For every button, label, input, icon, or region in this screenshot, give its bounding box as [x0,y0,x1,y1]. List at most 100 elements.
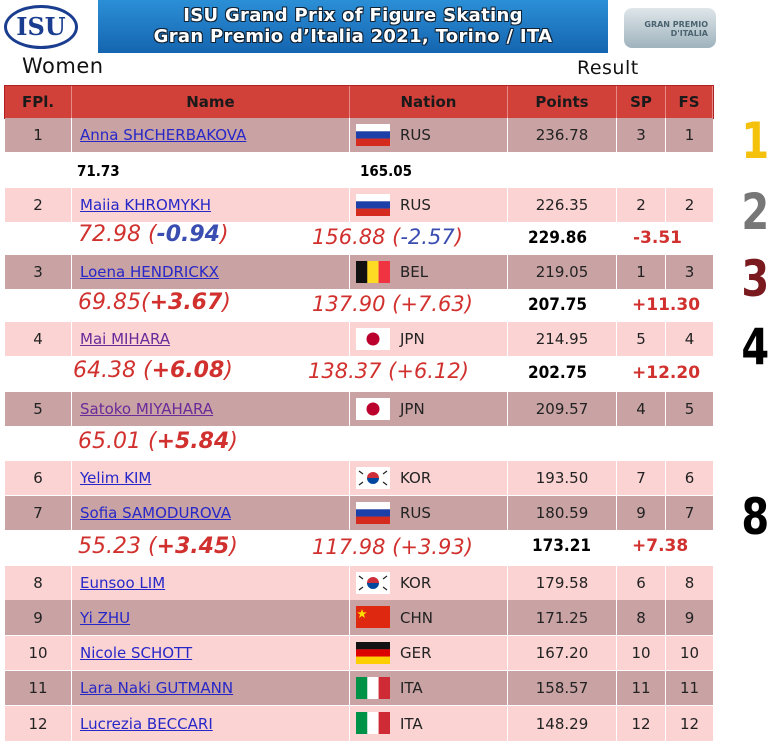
total: 229.86 [528,228,588,248]
sp-diff: +3.45 [156,534,230,559]
skater-link[interactable]: Nicole SCHOTT [80,644,193,662]
rank: 11 [5,671,72,705]
column-header: Points [508,86,617,118]
fs-score: 165.05 [360,162,413,180]
annotation: 72.98 (-0.94) 156.88 (-2.57) 229.86 -3.5… [5,222,713,255]
skater-link[interactable]: Anna SHCHERBAKOVA [80,126,247,144]
name-cell: Lara Naki GUTMANN [72,671,350,705]
skater-link[interactable]: Yi ZHU [80,608,131,627]
points: 214.95 [508,322,617,356]
sp-score: 55.23 (+3.45) [78,534,238,559]
nation: GER [400,644,432,662]
total: 207.75 [528,295,588,315]
result-row: 2 Maiia KHROMYKH RUS 226.35 2 2 [5,188,713,223]
skater-link[interactable]: Lara Naki GUTMANN [80,679,234,697]
name-cell: Eunsoo LIM [72,566,350,600]
rank: 12 [5,706,72,741]
name-cell: Lucrezia BECCARI [72,706,350,741]
flag [356,712,390,734]
column-header: FS [666,86,713,118]
name-cell: Maiia KHROMYKH [72,188,350,222]
skater-link[interactable]: Satoko MIYAHARA [80,400,214,418]
result-row: 7 Sofia SAMODUROVA RUS 180.59 9 7 [5,496,713,531]
fs-place: 6 [684,469,695,487]
fs-place: 2 [684,196,695,214]
fs-place: 1 [684,126,695,144]
sp-text: 72.98 ( [78,222,157,247]
flag [356,642,390,664]
nation-cell: JPN [350,322,508,356]
sp-place: 11 [617,671,666,705]
nation: KOR [400,574,432,592]
fs-diff: -2.57 [400,225,455,249]
rank: 3 [5,255,72,289]
sp-text: ) [229,534,238,559]
rank: 9 [5,600,72,635]
skater-link[interactable]: Eunsoo LIM [80,574,166,592]
total: 173.21 [532,536,592,556]
flag [356,194,390,216]
skater-link[interactable]: Loena HENDRICKX [80,263,219,281]
sp-text: ) [229,429,238,454]
total: 202.75 [528,363,588,383]
nation-cell: ITA [350,706,508,741]
fs-place: 8 [684,574,695,592]
skater-link[interactable]: Mai MIHARA [80,330,171,348]
skater-link[interactable]: Yelim KIM [80,469,152,487]
rank: 1 [5,118,72,152]
total-diff: +12.20 [632,363,701,383]
fs-score: 137.90 (+7.63) [312,292,473,316]
result-row: 4 Mai MIHARA JPN 214.95 5 4 [5,322,713,357]
column-header: Name [72,86,350,118]
column-header: FPl. [5,86,72,118]
skater-link[interactable]: Maiia KHROMYKH [80,196,211,214]
sp-place: 10 [617,636,666,670]
fs-place: 12 [679,714,700,733]
sp-place: 4 [617,392,666,426]
nation: RUS [400,196,431,214]
flag [356,572,390,594]
result-row: 10 Nicole SCHOTT GER 167.20 10 10 [5,636,713,671]
points: 167.20 [508,636,617,670]
sp-score: 69.85(+3.67) [78,290,231,315]
sp-text: ) [219,222,229,247]
fs-score: 117.98 (+3.93) [312,535,473,559]
sp-text: ) [224,358,233,383]
sp-score: 65.01 (+5.84) [78,429,238,454]
skater-link[interactable]: Sofia SAMODUROVA [80,504,231,522]
section-title: Women [22,54,104,78]
fs-place: 9 [684,608,695,627]
total-diff: +11.30 [632,295,701,315]
points: 219.05 [508,255,617,289]
flag [356,606,390,628]
points: 236.78 [508,118,617,152]
name-cell: Anna SHCHERBAKOVA [72,118,350,152]
result-row: 5 Satoko MIYAHARA JPN 209.57 4 5 [5,392,713,427]
result-label: Result [577,57,639,79]
annotation: 55.23 (+3.45) 117.98 (+3.93) 173.21 +7.3… [5,531,713,566]
rank: 10 [5,636,72,670]
skater-link[interactable]: Lucrezia BECCARI [80,714,213,733]
points: 179.58 [508,566,617,600]
sp-place: 3 [617,118,666,152]
rank: 2 [5,188,72,222]
result-row: 9 Yi ZHU CHN 171.25 8 9 [5,600,713,636]
fs-score: 138.37 (+6.12) [308,359,469,383]
table-header: FPl. Name Nation Points SP FS [4,85,714,119]
flag [356,502,390,524]
sp-diff: -0.94 [156,222,220,247]
sp-score: 71.73 [77,162,120,180]
side-mark: 4 [741,318,770,376]
result-row: 11 Lara Naki GUTMANN ITA 158.57 11 11 [5,671,713,706]
sp-place: 1 [617,255,666,289]
nation-cell: JPN [350,392,508,426]
nation: BEL [400,263,429,281]
flag [356,261,390,283]
fs-text: ) [454,225,463,249]
flag [356,467,390,489]
fs-place: 4 [684,330,695,348]
rank: 5 [5,392,72,426]
nation-cell: KOR [350,461,508,495]
nation: KOR [400,469,432,487]
